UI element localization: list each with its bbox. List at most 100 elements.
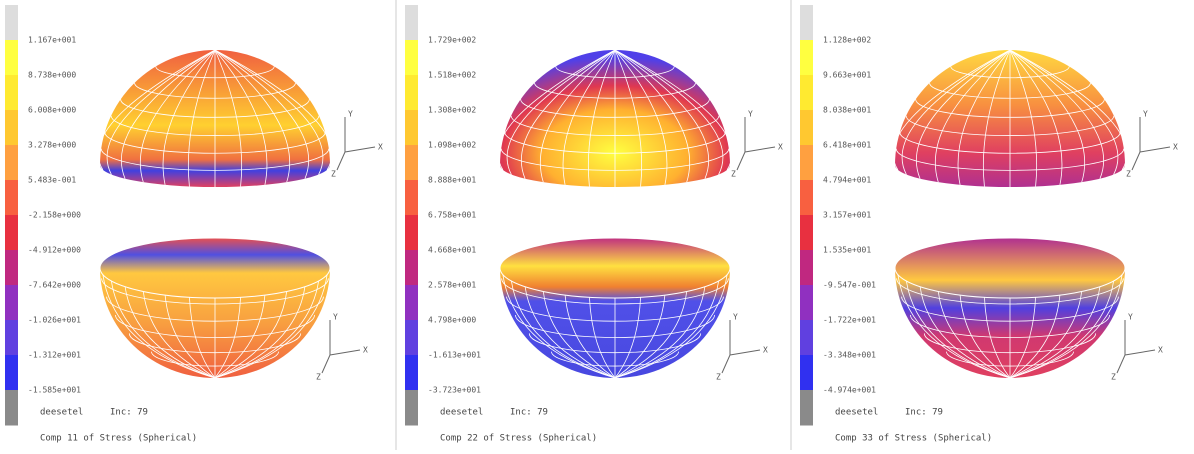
- grid-line: [97, 49, 216, 171]
- grid-line: [214, 49, 333, 171]
- grid-line: [959, 294, 1011, 379]
- axis-label: X: [363, 346, 368, 355]
- grid-line: [214, 49, 268, 185]
- axis-label: Y: [348, 110, 353, 119]
- axis-triad: Y X Z: [731, 110, 783, 179]
- color-bar-segment: [5, 145, 18, 181]
- grid-line: [982, 49, 1011, 187]
- grid-line: [1009, 49, 1119, 175]
- scale-label: -4.912e+000: [28, 246, 81, 255]
- grid-line: [1009, 49, 1128, 171]
- scale-label: 8.888e+001: [428, 176, 476, 185]
- grid-line: [614, 297, 641, 379]
- grid-line: [214, 49, 243, 187]
- scale-label: 4.798e+000: [428, 316, 476, 325]
- grid-line: [510, 280, 616, 379]
- color-bar-segment: [800, 250, 813, 286]
- grid-line: [587, 49, 616, 187]
- grid-line: [1009, 297, 1036, 379]
- axis-label: X: [778, 143, 783, 152]
- grid-line: [589, 297, 616, 379]
- axis-label: Y: [333, 313, 338, 322]
- upper-hemisphere: [892, 49, 1128, 187]
- grid-line: [562, 49, 616, 185]
- grid-line: [1009, 291, 1083, 379]
- grid-line: [614, 294, 666, 379]
- color-bar-segment: [405, 40, 418, 76]
- scale-label: 4.668e+001: [428, 246, 476, 255]
- scale-label: 3.157e+001: [823, 211, 871, 220]
- axis-label: Z: [731, 170, 736, 179]
- grid-line: [1009, 49, 1063, 185]
- grid-line: [614, 291, 688, 379]
- grid-line: [506, 49, 616, 175]
- axis-triad: Y X Z: [716, 313, 768, 382]
- axis-label: X: [763, 346, 768, 355]
- increment: Inc: 79: [510, 408, 548, 418]
- color-bar-segment: [405, 390, 418, 426]
- axis-triad: Y X Z: [316, 313, 368, 382]
- scale-label: -3.723e+001: [428, 386, 481, 395]
- grid-line: [614, 286, 706, 379]
- scale-label: 1.729e+002: [428, 36, 476, 45]
- grid-line: [102, 274, 216, 379]
- increment: Inc: 79: [905, 408, 943, 418]
- color-bar-segment: [800, 355, 813, 391]
- axis-label: Z: [1126, 170, 1131, 179]
- grid-line: [214, 49, 324, 175]
- scale-label: -1.312e+001: [28, 351, 81, 360]
- grid-line: [214, 280, 320, 379]
- color-bar-segment: [405, 250, 418, 286]
- axis: [329, 349, 361, 356]
- grid-line: [897, 274, 1011, 379]
- axis-label: Z: [716, 373, 721, 382]
- grid-line: [162, 49, 216, 185]
- scale-label: 1.167e+001: [28, 36, 76, 45]
- color-bar-segment: [800, 40, 813, 76]
- scale-label: 1.518e+002: [428, 71, 476, 80]
- grid-line: [214, 286, 306, 379]
- grid-line: [214, 291, 288, 379]
- grid-line: [1009, 49, 1104, 179]
- grid-line: [139, 49, 216, 183]
- scale-label: -2.158e+000: [28, 211, 81, 220]
- job-name: deesetel: [835, 408, 878, 418]
- color-bar-segment: [405, 355, 418, 391]
- grid-line: [892, 49, 1011, 171]
- scale-label: -4.974e+001: [823, 386, 876, 395]
- color-bar-segment: [5, 355, 18, 391]
- color-bar-segment: [405, 75, 418, 111]
- grid-line: [110, 280, 216, 379]
- caption: Comp 22 of Stress (Spherical): [440, 434, 597, 444]
- grid-line: [1009, 49, 1086, 183]
- color-bar-segment: [800, 390, 813, 426]
- scale-label: 9.663e+001: [823, 71, 871, 80]
- grid-line: [957, 49, 1011, 185]
- axis-label: Y: [733, 313, 738, 322]
- grid-line: [1009, 286, 1101, 379]
- grid-line: [497, 49, 616, 171]
- color-bar-segment: [800, 180, 813, 216]
- scale-label: 1.098e+002: [428, 141, 476, 150]
- scale-label: -3.348e+001: [823, 351, 876, 360]
- grid-line: [124, 286, 216, 379]
- panel: 1.167e+001 8.738e+000 6.008e+000 3.278e+000…: [5, 5, 383, 444]
- grid-line: [614, 274, 728, 379]
- color-bar-segment: [405, 110, 418, 146]
- axis: [736, 151, 746, 171]
- increment: Inc: 79: [110, 408, 148, 418]
- job-name: deesetel: [40, 408, 83, 418]
- grid-line: [614, 49, 709, 179]
- panel: 1.729e+002 1.518e+002 1.308e+002 1.098e+002…: [395, 0, 783, 450]
- axis: [321, 354, 331, 374]
- grid-line: [937, 291, 1011, 379]
- grid-line: [142, 291, 216, 379]
- grid-line: [1009, 280, 1115, 379]
- axis-label: X: [1158, 346, 1163, 355]
- color-bar-segment: [5, 75, 18, 111]
- axis: [344, 146, 376, 153]
- color-bar-segment: [5, 110, 18, 146]
- color-bar-segment: [405, 5, 418, 41]
- axis-label: Y: [1143, 110, 1148, 119]
- grid-line: [524, 286, 616, 379]
